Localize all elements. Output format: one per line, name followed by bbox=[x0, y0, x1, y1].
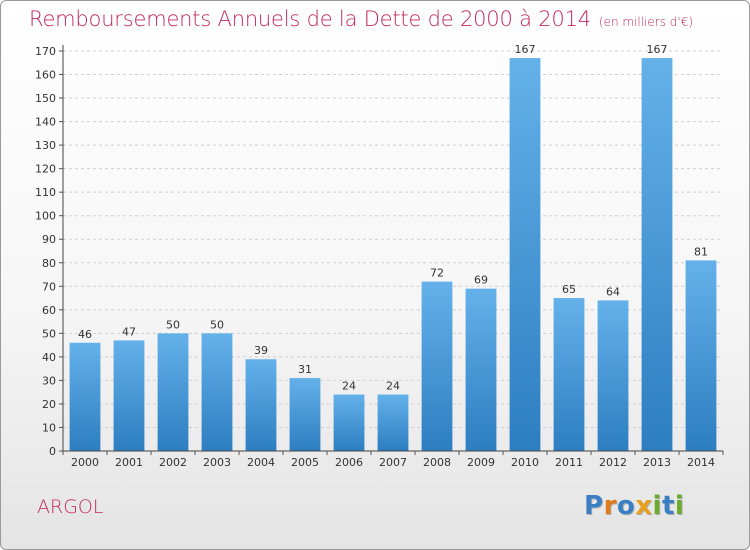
bar-2014 bbox=[685, 260, 717, 451]
location-name: ARGOL bbox=[37, 496, 104, 518]
y-tick-label: 150 bbox=[35, 92, 56, 105]
data-label: 81 bbox=[694, 245, 708, 258]
x-tick-label: 2003 bbox=[203, 456, 231, 469]
x-tick-label: 2006 bbox=[335, 456, 363, 469]
x-tick-label: 2008 bbox=[423, 456, 451, 469]
y-tick-label: 100 bbox=[35, 210, 56, 223]
y-tick-label: 20 bbox=[42, 398, 56, 411]
logo-letter: P bbox=[584, 491, 604, 521]
logo-letter: i bbox=[652, 491, 662, 521]
proxiti-logo[interactable]: Proxiti bbox=[584, 491, 684, 521]
bar-2000 bbox=[69, 342, 101, 451]
y-tick-label: 130 bbox=[35, 139, 56, 152]
data-label: 31 bbox=[298, 363, 312, 376]
data-label: 24 bbox=[342, 380, 356, 393]
bar-2001 bbox=[113, 340, 145, 451]
logo-letter: i bbox=[674, 491, 685, 521]
data-label: 65 bbox=[562, 283, 576, 296]
y-tick-labels: 0 10 20 30 40 50 60 70 80 90 100 110 120 130 140 150 160… bbox=[35, 45, 56, 458]
data-labels: 46 47 50 50 39 31 24 24 72 69 167 65 64 167 81 bbox=[78, 43, 708, 392]
bar-2002 bbox=[157, 333, 189, 451]
data-label: 50 bbox=[166, 318, 180, 331]
data-label: 69 bbox=[474, 274, 488, 287]
data-label: 47 bbox=[122, 325, 136, 338]
data-label: 39 bbox=[254, 344, 268, 357]
bar-2004 bbox=[245, 359, 277, 451]
x-tick-label: 2005 bbox=[291, 456, 319, 469]
x-tick-label: 2011 bbox=[555, 456, 583, 469]
y-tick-label: 50 bbox=[42, 327, 56, 340]
data-label: 50 bbox=[210, 318, 224, 331]
y-tick-label: 60 bbox=[42, 304, 56, 317]
y-tick-label: 120 bbox=[35, 163, 56, 176]
logo-letter: r bbox=[603, 491, 617, 521]
data-label: 72 bbox=[430, 267, 444, 280]
chart-title: Remboursements Annuels de la Dette de 20… bbox=[29, 7, 693, 31]
x-tick-label: 2007 bbox=[379, 456, 407, 469]
y-tick-label: 110 bbox=[35, 186, 56, 199]
data-label: 167 bbox=[647, 43, 668, 56]
bar-2012 bbox=[597, 300, 629, 451]
logo-letter: t bbox=[661, 491, 675, 521]
bar-2006 bbox=[333, 394, 365, 451]
bar-2009 bbox=[465, 288, 497, 451]
x-tick-label: 2012 bbox=[599, 456, 627, 469]
x-tick-label: 2014 bbox=[687, 456, 715, 469]
y-tick-label: 40 bbox=[42, 351, 56, 364]
logo-letter: x bbox=[635, 491, 653, 521]
x-tick-label: 2000 bbox=[71, 456, 99, 469]
x-tick-label: 2002 bbox=[159, 456, 187, 469]
data-label: 167 bbox=[515, 43, 536, 56]
bar-2010 bbox=[509, 58, 541, 451]
y-tick-label: 160 bbox=[35, 69, 56, 82]
bar-2008 bbox=[421, 281, 453, 451]
bar-2005 bbox=[289, 378, 321, 451]
x-tick-label: 2004 bbox=[247, 456, 275, 469]
bar-2007 bbox=[377, 394, 409, 451]
bar-2011 bbox=[553, 298, 585, 451]
data-label: 64 bbox=[606, 285, 620, 298]
y-tick-label: 30 bbox=[42, 374, 56, 387]
chart-subtitle: (en milliers d'€) bbox=[598, 15, 694, 29]
title-text: Remboursements Annuels de la Dette de 20… bbox=[29, 7, 591, 31]
logo-letter: o bbox=[616, 491, 636, 521]
y-tick-label: 80 bbox=[42, 257, 56, 270]
bar-2013 bbox=[641, 58, 673, 451]
bar-2003 bbox=[201, 333, 233, 451]
x-tick-label: 2009 bbox=[467, 456, 495, 469]
x-tick-label: 2013 bbox=[643, 456, 671, 469]
y-tick-label: 90 bbox=[42, 233, 56, 246]
y-tick-label: 170 bbox=[35, 45, 56, 58]
x-tick-label: 2010 bbox=[511, 456, 539, 469]
y-tick-label: 70 bbox=[42, 280, 56, 293]
x-tick-label: 2001 bbox=[115, 456, 143, 469]
axes bbox=[62, 45, 723, 452]
y-tick-label: 140 bbox=[35, 116, 56, 129]
data-label: 24 bbox=[386, 380, 400, 393]
bars bbox=[69, 58, 717, 451]
data-label: 46 bbox=[78, 328, 92, 341]
y-tick-label: 10 bbox=[42, 421, 56, 434]
y-tick-label: 0 bbox=[49, 445, 56, 458]
x-tick-labels: 2000 2001 2002 2003 2004 2005 2006 2007 2008 2009… bbox=[71, 456, 715, 469]
